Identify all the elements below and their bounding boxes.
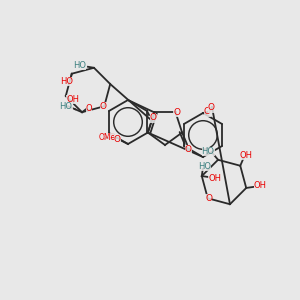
Text: O: O <box>208 103 214 112</box>
Text: OH: OH <box>254 182 267 190</box>
Text: O: O <box>203 107 211 116</box>
Text: OH: OH <box>240 151 253 160</box>
Text: OH: OH <box>66 95 79 104</box>
Text: O: O <box>113 134 121 143</box>
Text: HO: HO <box>202 147 214 156</box>
Text: O: O <box>150 113 157 122</box>
Text: O: O <box>100 102 107 111</box>
Text: HO: HO <box>59 102 73 111</box>
Text: O: O <box>184 145 192 154</box>
Text: O: O <box>173 108 180 117</box>
Text: O: O <box>86 104 92 113</box>
Text: O: O <box>205 194 212 203</box>
Text: O: O <box>109 134 116 142</box>
Text: OMe: OMe <box>98 133 116 142</box>
Text: HO: HO <box>198 161 211 170</box>
Text: HO: HO <box>74 61 86 70</box>
Text: OH: OH <box>208 173 221 182</box>
Text: HO: HO <box>60 77 73 86</box>
